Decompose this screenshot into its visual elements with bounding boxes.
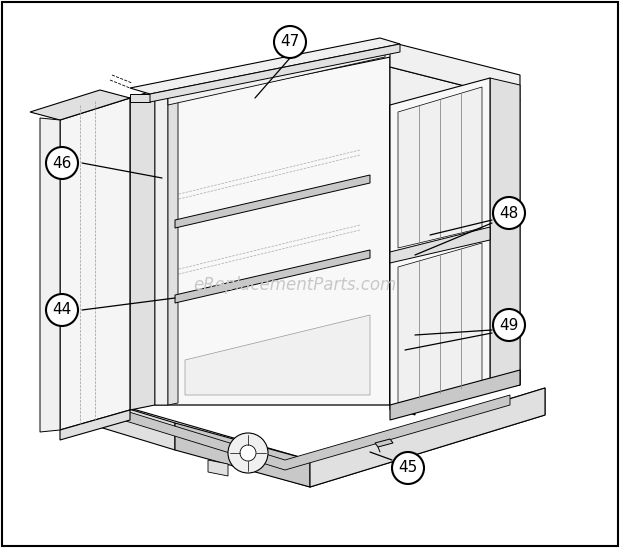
Text: 45: 45 [399,460,418,476]
Circle shape [493,309,525,341]
Polygon shape [398,243,482,403]
Polygon shape [90,395,510,470]
Polygon shape [130,94,150,102]
Text: 44: 44 [52,302,72,317]
Polygon shape [390,78,490,255]
Polygon shape [30,90,130,120]
Polygon shape [375,439,393,447]
Polygon shape [60,388,175,450]
Text: 47: 47 [280,35,299,49]
Polygon shape [168,85,178,405]
Polygon shape [390,67,520,405]
Polygon shape [175,250,370,303]
Polygon shape [490,78,520,390]
Circle shape [46,294,78,326]
Text: 48: 48 [499,206,518,220]
Polygon shape [130,38,400,94]
Polygon shape [168,47,385,105]
Circle shape [274,26,306,58]
Polygon shape [175,423,310,487]
Polygon shape [390,105,415,415]
Text: eReplacementParts.com: eReplacementParts.com [193,276,397,294]
Polygon shape [60,98,130,430]
Circle shape [240,445,256,461]
Polygon shape [310,388,545,487]
Text: 46: 46 [52,156,72,170]
Polygon shape [390,42,520,100]
Polygon shape [130,90,155,410]
Circle shape [228,433,268,473]
Polygon shape [60,388,545,487]
Polygon shape [390,370,520,420]
Polygon shape [398,87,482,248]
Circle shape [493,197,525,229]
Polygon shape [155,42,415,100]
Polygon shape [390,235,490,410]
Polygon shape [208,460,228,476]
Polygon shape [175,175,370,228]
Text: 49: 49 [499,317,519,333]
Polygon shape [185,315,370,395]
Polygon shape [60,410,130,440]
Polygon shape [155,42,390,405]
Polygon shape [150,44,400,102]
Circle shape [392,452,424,484]
Polygon shape [390,227,490,263]
Polygon shape [40,118,60,432]
Circle shape [46,147,78,179]
Polygon shape [155,87,168,405]
